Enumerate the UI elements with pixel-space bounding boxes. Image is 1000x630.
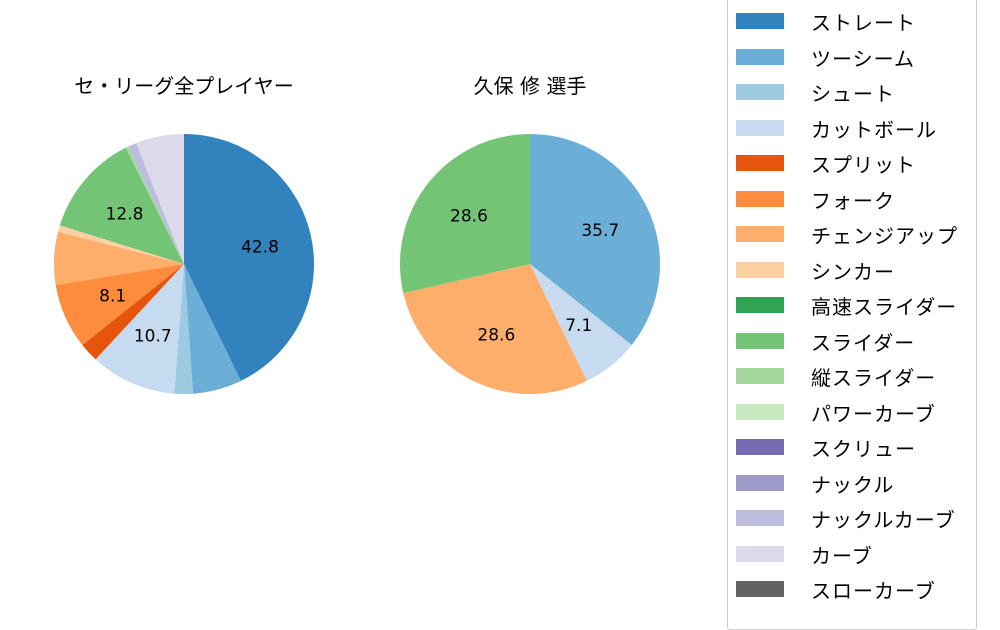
legend-swatch <box>736 403 784 420</box>
legend-swatch <box>736 13 784 29</box>
pie-slice <box>174 264 193 394</box>
legend-label: パワーカーブ <box>811 401 936 426</box>
legend-label: スプリット <box>811 153 916 177</box>
player-pie-chart: 35.7 7.1 28.6 28.6 <box>400 134 660 394</box>
legend-label: スクリュー <box>811 437 916 461</box>
legend-label: カットボール <box>811 117 937 142</box>
legend-swatch <box>736 226 784 242</box>
legend: ストレートツーシームシュートカットボール スプリットフォークチェンジアップ シンカー… <box>727 0 977 630</box>
pie-slice <box>58 225 184 264</box>
legend-swatch <box>736 368 784 384</box>
pie-slice <box>530 134 660 345</box>
pie-slice <box>125 146 184 264</box>
legend-label: ツーシーム <box>811 46 915 71</box>
legend-label: カーブ <box>811 543 873 568</box>
pie-slice <box>95 264 184 394</box>
legend-label: シュート <box>811 82 895 106</box>
pie-slice <box>400 134 530 294</box>
legend-swatch <box>736 510 784 526</box>
league-pie-chart: 42.8 10.7 8.1 12.8 <box>54 134 314 394</box>
legend-swatch <box>736 119 784 136</box>
right-chart-title: 久保 修 選手 <box>473 74 587 98</box>
pie-slice <box>59 147 184 264</box>
slice-label: 7.1 <box>565 316 592 336</box>
slice-label: 35.7 <box>581 221 619 241</box>
pie-slice <box>184 134 314 381</box>
slice-label: 12.8 <box>106 205 144 225</box>
pie-slice <box>184 264 241 394</box>
pie-slice <box>55 264 184 345</box>
legend-label: 縦スライダー <box>811 366 937 390</box>
legend-label: スローカーブ <box>811 579 936 603</box>
pie-slice <box>127 143 184 264</box>
slice-label: 42.8 <box>241 238 279 258</box>
legend-swatch <box>736 190 784 207</box>
legend-swatch <box>736 581 784 597</box>
slice-label: 8.1 <box>99 287 126 307</box>
pie-slice <box>82 264 184 360</box>
slice-label: 28.6 <box>450 206 488 226</box>
legend-swatch <box>736 155 784 171</box>
legend-swatch <box>736 261 784 278</box>
legend-label: シンカー <box>811 259 895 284</box>
legend-label: チェンジアップ <box>811 224 958 248</box>
pie-slice <box>530 264 632 381</box>
legend-label: スライダー <box>811 330 916 355</box>
pie-slice <box>403 264 587 394</box>
legend-label: ストレート <box>811 11 916 35</box>
legend-label: ナックルカーブ <box>811 508 956 532</box>
slice-label: 10.7 <box>134 326 172 346</box>
legend-swatch <box>736 48 784 65</box>
legend-swatch <box>736 474 784 491</box>
left-chart-title: セ・リーグ全プレイヤー <box>74 74 294 98</box>
legend-swatch <box>736 439 784 455</box>
legend-label: フォーク <box>811 188 895 213</box>
pie-slice <box>136 134 184 264</box>
legend-swatch <box>736 297 784 313</box>
legend-label: 高速スライダー <box>811 295 958 319</box>
legend-swatch <box>736 84 784 100</box>
legend-label: ナックル <box>811 472 895 497</box>
legend-swatch <box>736 545 784 562</box>
slice-label: 28.6 <box>477 325 515 345</box>
pie-slice <box>54 231 184 286</box>
legend-swatch <box>736 332 784 349</box>
